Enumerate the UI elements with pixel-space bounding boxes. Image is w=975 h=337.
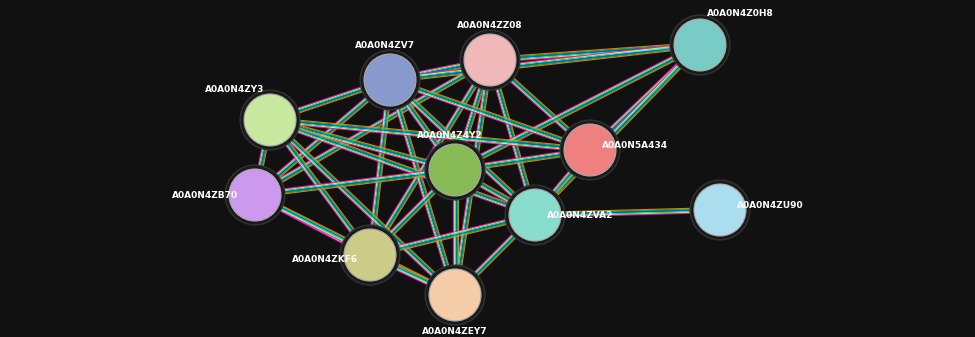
Ellipse shape — [225, 165, 285, 225]
Ellipse shape — [425, 140, 485, 200]
Ellipse shape — [344, 229, 396, 281]
Ellipse shape — [505, 185, 565, 245]
Text: A0A0N4ZV7: A0A0N4ZV7 — [355, 41, 415, 51]
Ellipse shape — [360, 50, 420, 110]
Ellipse shape — [340, 225, 400, 285]
Ellipse shape — [429, 144, 481, 196]
Text: A0A0N4ZU90: A0A0N4ZU90 — [737, 201, 803, 210]
Text: A0A0N4ZB70: A0A0N4ZB70 — [172, 190, 238, 200]
Text: A0A0N5A434: A0A0N5A434 — [602, 141, 668, 150]
Ellipse shape — [244, 94, 296, 146]
Ellipse shape — [229, 169, 281, 221]
Ellipse shape — [670, 15, 730, 75]
Ellipse shape — [690, 180, 750, 240]
Ellipse shape — [464, 34, 516, 86]
Ellipse shape — [674, 19, 726, 71]
Ellipse shape — [560, 120, 620, 180]
Ellipse shape — [425, 265, 485, 325]
Text: A0A0N4ZZ08: A0A0N4ZZ08 — [457, 22, 523, 31]
Text: A0A0N4ZEY7: A0A0N4ZEY7 — [422, 327, 488, 336]
Text: A0A0N4ZY3: A0A0N4ZY3 — [206, 85, 264, 93]
Text: A0A0N4ZVA2: A0A0N4ZVA2 — [547, 211, 613, 219]
Ellipse shape — [564, 124, 616, 176]
Ellipse shape — [429, 269, 481, 321]
Text: A0A0N4Z4Y2: A0A0N4Z4Y2 — [417, 131, 483, 141]
Ellipse shape — [240, 90, 300, 150]
Text: A0A0N4Z0H8: A0A0N4Z0H8 — [707, 9, 773, 19]
Ellipse shape — [509, 189, 561, 241]
Ellipse shape — [694, 184, 746, 236]
Text: A0A0N4ZKF6: A0A0N4ZKF6 — [292, 255, 358, 265]
Ellipse shape — [460, 30, 520, 90]
Ellipse shape — [364, 54, 416, 106]
